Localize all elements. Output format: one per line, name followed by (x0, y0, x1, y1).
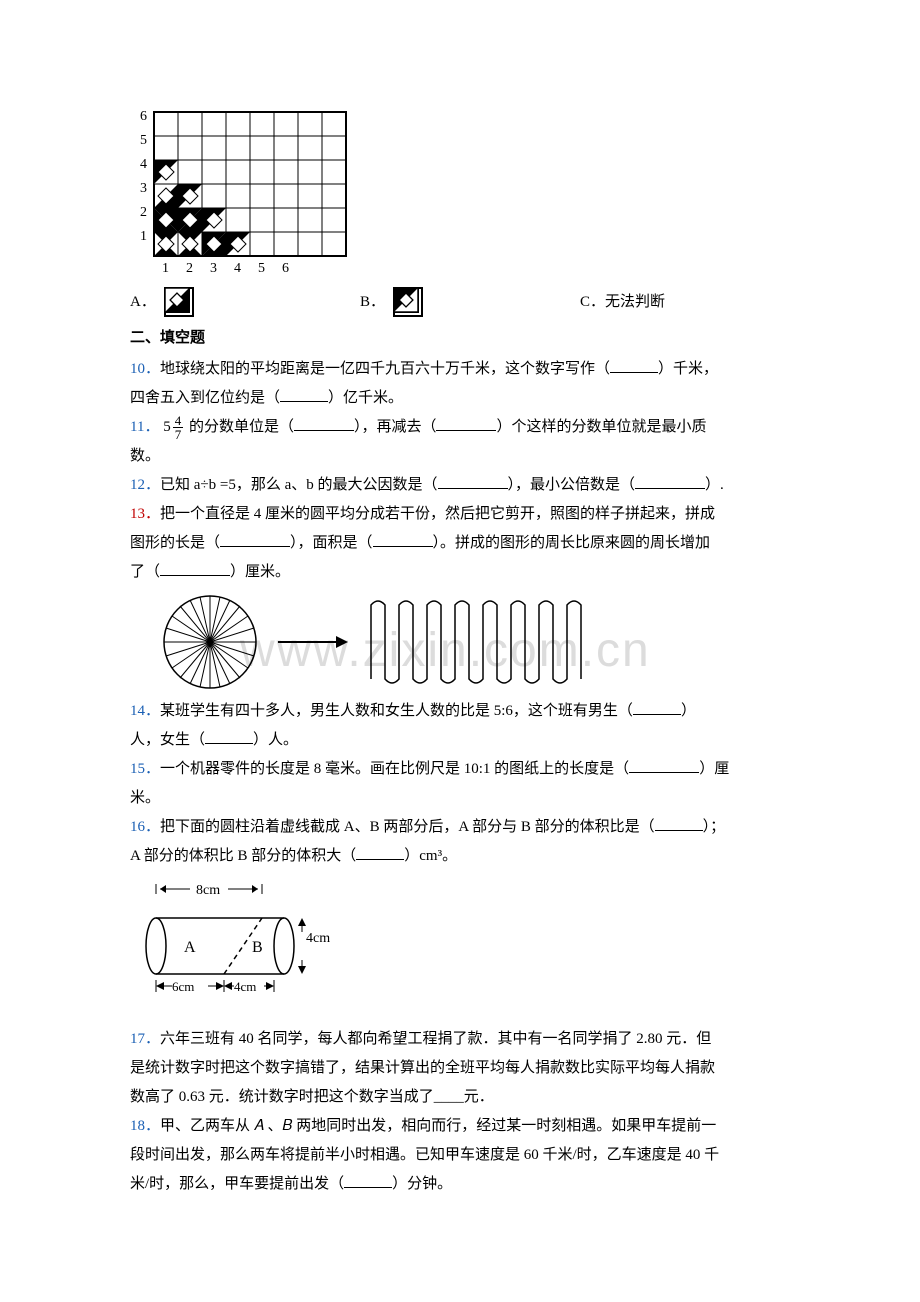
blank (633, 699, 681, 715)
blank (356, 844, 404, 860)
svg-text:1: 1 (162, 261, 169, 275)
q15-num: 15． (130, 761, 160, 777)
svg-text:4: 4 (234, 261, 241, 275)
q10: 10．地球绕太阳的平均距离是一亿四千九百六十万千米，这个数字写作（）千米， (130, 356, 790, 383)
svg-text:6: 6 (282, 261, 289, 275)
svg-text:6cm: 6cm (172, 979, 194, 994)
q18: 18．甲、乙两车从 𝐴 、𝐵 两地同时出发，相向而行，经过某一时刻相遇。如果甲车… (130, 1113, 790, 1140)
blank (610, 357, 658, 373)
svg-text:3: 3 (210, 261, 217, 275)
svg-text:2: 2 (140, 205, 147, 220)
blank (635, 473, 705, 489)
svg-text:4cm: 4cm (234, 979, 256, 994)
q14: 14．某班学生有四十多人，男生人数和女生人数的比是 5:6，这个班有男生（） (130, 698, 790, 725)
q18-num: 18． (130, 1118, 160, 1134)
q9-options: A． B． (130, 287, 790, 317)
svg-text:5: 5 (258, 261, 265, 275)
q16: 16．把下面的圆柱沿着虚线截成 A、B 两部分后，A 部分与 B 部分的体积比是… (130, 814, 790, 841)
svg-text:4cm: 4cm (306, 931, 330, 946)
q18-line2: 段时间出发，那么两车将提前半小时相遇。已知甲车速度是 60 千米/时，乙车速度是… (130, 1142, 790, 1169)
q16-num: 16． (130, 819, 160, 835)
option-c-label: C． (580, 289, 605, 316)
q17-num: 17． (130, 1031, 160, 1047)
q14-line2: 人，女生（）人。 (130, 727, 790, 754)
svg-text:B: B (252, 939, 263, 956)
blank (280, 386, 328, 402)
q13-line2: 图形的长是（），面积是（）。拼成的图形的周长比原来圆的周长增加 (130, 530, 790, 557)
blank (438, 473, 508, 489)
svg-text:8cm: 8cm (196, 883, 220, 898)
section-2-title: 二、填空题 (130, 325, 790, 352)
q15-line2: 米。 (130, 785, 790, 812)
q11-line2: 数。 (130, 443, 790, 470)
blank (436, 415, 496, 431)
q10-num: 10． (130, 361, 160, 377)
option-a-tile (164, 287, 194, 317)
blank (205, 728, 253, 744)
q17: 17．六年三班有 40 名同学，每人都向希望工程捐了款．其中有一名同学捐了 2.… (130, 1026, 790, 1053)
svg-text:1: 1 (140, 229, 147, 244)
blank (294, 415, 354, 431)
fraction: 47 (173, 414, 184, 441)
option-b-label: B． (360, 289, 385, 316)
option-c-text: 无法判断 (605, 289, 665, 316)
grid-figure: 6 5 4 3 2 1 (132, 100, 790, 285)
svg-text:3: 3 (140, 181, 147, 196)
mixed-number-whole: 5 (163, 419, 171, 435)
q11-num: 11． (130, 419, 159, 435)
q16-line2: A 部分的体积比 B 部分的体积大（）cm³。 (130, 843, 790, 870)
q17-line2: 是统计数字时把这个数字搞错了，结果计算出的全班平均每人捐款数比实际平均每人捐款 (130, 1055, 790, 1082)
svg-text:5: 5 (140, 133, 147, 148)
q15: 15．一个机器零件的长度是 8 毫米。画在比例尺是 10:1 的图纸上的长度是（… (130, 756, 790, 783)
blank (373, 531, 433, 547)
q10-line2: 四舍五入到亿位约是（）亿千米。 (130, 385, 790, 412)
blank (220, 531, 290, 547)
q13: 13．把一个直径是 4 厘米的圆平均分成若干份，然后把它剪开，照图的样子拼起来，… (130, 501, 790, 528)
q11: 11． 547 的分数单位是（），再减去（）个这样的分数单位就是最小质 (130, 414, 790, 441)
svg-text:4: 4 (140, 157, 147, 172)
option-a-label: A． (130, 289, 156, 316)
q12-num: 12． (130, 477, 160, 493)
blank (344, 1172, 392, 1188)
blank (629, 757, 699, 773)
circle-to-rectangle-figure (160, 592, 790, 692)
blank (160, 560, 230, 576)
svg-text:6: 6 (140, 109, 147, 124)
q13-num: 13． (130, 506, 160, 522)
q18-line3: 米/时，那么，甲车要提前出发（）分钟。 (130, 1171, 790, 1198)
q14-num: 14． (130, 703, 160, 719)
option-b-tile (393, 287, 423, 317)
cylinder-figure: 8cm A B 4cm (134, 876, 790, 1016)
svg-text:A: A (184, 939, 196, 956)
q12: 12．已知 a÷b =5，那么 a、b 的最大公因数是（），最小公倍数是（）. (130, 472, 790, 499)
q17-line3: 数高了 0.63 元．统计数字时把这个数字当成了____元． (130, 1084, 790, 1111)
blank (655, 815, 703, 831)
q13-line3: 了（）厘米。 (130, 559, 790, 586)
svg-text:2: 2 (186, 261, 193, 275)
